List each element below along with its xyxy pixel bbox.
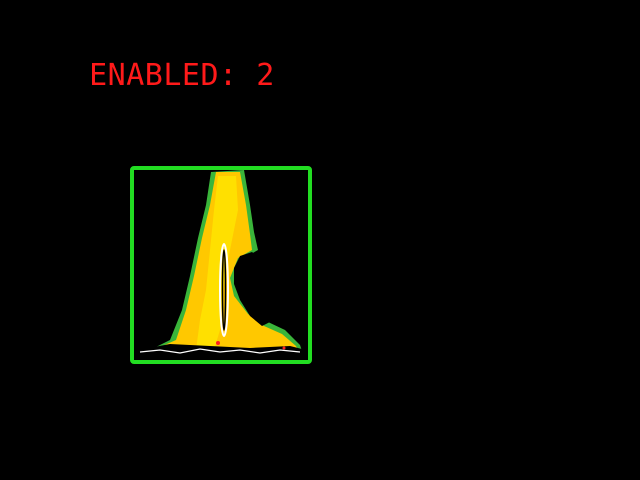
object-base-noise bbox=[139, 348, 301, 354]
object-contour bbox=[219, 243, 229, 337]
enabled-status: ENABLED: 2 bbox=[52, 22, 275, 94]
object-red-point bbox=[216, 341, 220, 345]
object-base bbox=[138, 344, 306, 358]
object-contour-inner bbox=[221, 249, 227, 331]
object-highlight bbox=[196, 176, 238, 350]
detected-object bbox=[138, 170, 306, 358]
detection-bounding-box bbox=[130, 166, 312, 364]
enabled-count: 2 bbox=[256, 58, 275, 93]
enabled-label: ENABLED: bbox=[89, 58, 238, 93]
object-shadow bbox=[234, 252, 270, 326]
object-red-point bbox=[282, 346, 286, 350]
